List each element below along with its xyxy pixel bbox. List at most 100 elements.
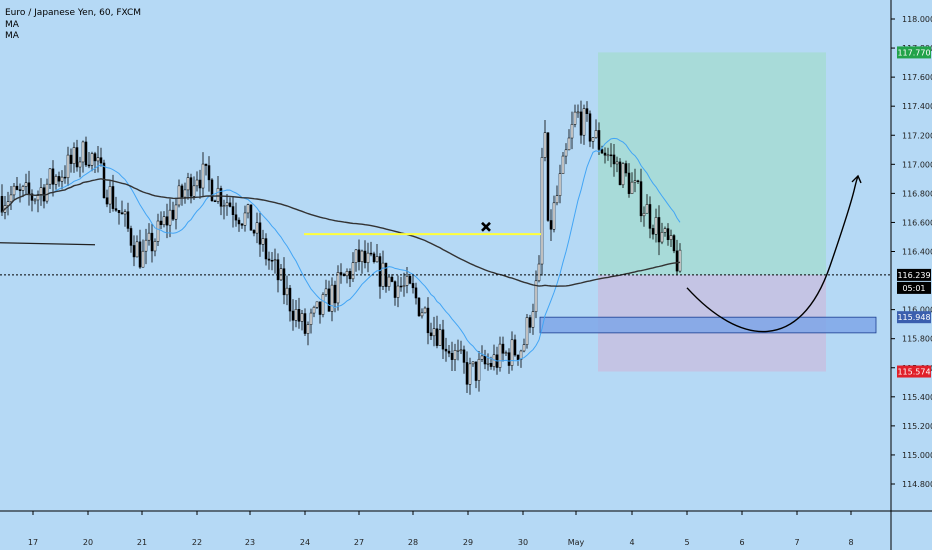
candle-body [282, 268, 286, 296]
candle-body [396, 285, 400, 298]
candle-body [219, 188, 223, 207]
candle-body [156, 220, 160, 242]
candle-body [576, 111, 580, 114]
take-profit-label: 117.770 [897, 48, 930, 57]
candle-body [279, 268, 283, 281]
candle-body [390, 276, 394, 282]
time-tick-label: 23 [245, 538, 255, 547]
candle-body [57, 176, 61, 182]
candle-body [453, 350, 457, 360]
candle-body [663, 228, 667, 233]
candle-body [108, 186, 112, 205]
candle-body [87, 164, 91, 167]
candle-body [486, 362, 490, 365]
candle-body [63, 176, 67, 179]
candle-body [162, 216, 166, 226]
candle-body [555, 195, 559, 204]
candle-body [552, 202, 556, 230]
candle-body [54, 176, 58, 185]
candle-body [0, 196, 4, 213]
take-profit-label-bg [897, 46, 931, 59]
candle-body [549, 220, 553, 230]
stop-loss-label-bg [897, 365, 931, 378]
candle-body [444, 348, 448, 352]
candle-body [18, 189, 22, 191]
candle-body [507, 352, 511, 366]
candle-body [483, 355, 487, 365]
candle-body [459, 349, 463, 352]
candle-body [243, 212, 247, 226]
price-tick-label: 115.000 [902, 451, 932, 460]
candle-body [174, 204, 178, 220]
candle-body [567, 137, 571, 151]
candle-body [372, 253, 376, 263]
candle-body [528, 317, 532, 328]
candle-body [216, 188, 220, 202]
candle-body [147, 232, 151, 241]
price-tick-label: 116.000 [902, 306, 932, 315]
candle-body [351, 262, 355, 280]
candle-body [531, 311, 535, 328]
candle-body [270, 260, 274, 262]
candle-body [234, 214, 238, 221]
overlays [0, 137, 891, 362]
candle-body [102, 162, 106, 198]
candle-body [96, 157, 100, 162]
candle-body [432, 328, 436, 337]
price-tick-label: 114.800 [902, 480, 932, 489]
candle-body [36, 194, 40, 201]
candle-body [51, 168, 55, 185]
candle-body [639, 181, 643, 217]
candle-body [573, 111, 577, 125]
candle-body [378, 256, 382, 287]
candle-body [588, 113, 592, 142]
price-tick-label: 116.600 [902, 218, 932, 227]
candle-body [165, 216, 169, 226]
candle-body [441, 329, 445, 350]
candle-body [609, 154, 613, 157]
candle-body [426, 307, 430, 334]
candle-body [225, 202, 229, 206]
candle-body [258, 222, 262, 245]
candle-body [540, 157, 544, 265]
candle-body [387, 276, 391, 287]
candle-body [525, 317, 529, 345]
countdown-label: 05:01 [902, 284, 925, 293]
candle-body [468, 363, 472, 385]
candle-body [150, 232, 154, 252]
candle-body [645, 204, 649, 214]
candle-body [369, 252, 373, 255]
price-tick-label: 117.200 [902, 131, 932, 140]
candle-body [594, 130, 598, 138]
candle-body [591, 137, 595, 142]
candle-body [27, 182, 31, 195]
candle-body [519, 350, 523, 360]
candle-body [558, 173, 562, 196]
take-profit-zone [598, 52, 826, 275]
candle-body [513, 339, 517, 356]
candle-body [381, 262, 385, 287]
candle-body [138, 241, 142, 268]
candle-body [597, 130, 601, 150]
candle-body [411, 283, 415, 289]
candle-body [438, 329, 442, 346]
time-tick-label: 21 [137, 538, 147, 547]
time-tick-label: 4 [629, 538, 634, 547]
candle-body [648, 204, 652, 229]
time-tick-label: 22 [192, 538, 202, 547]
candle-body [516, 354, 520, 360]
candle-body [669, 235, 673, 240]
candle-body [603, 152, 607, 156]
candle-body [660, 232, 664, 243]
candle-body [309, 312, 313, 325]
candle-body [177, 185, 181, 206]
candle-body [276, 259, 280, 281]
candle-body [375, 256, 379, 263]
candle-body [252, 230, 256, 234]
time-tick-label: 29 [463, 538, 473, 547]
candle-body [420, 312, 424, 317]
candle-body [189, 177, 193, 197]
time-tick-label: 6 [739, 538, 744, 547]
candle-body [285, 287, 289, 296]
